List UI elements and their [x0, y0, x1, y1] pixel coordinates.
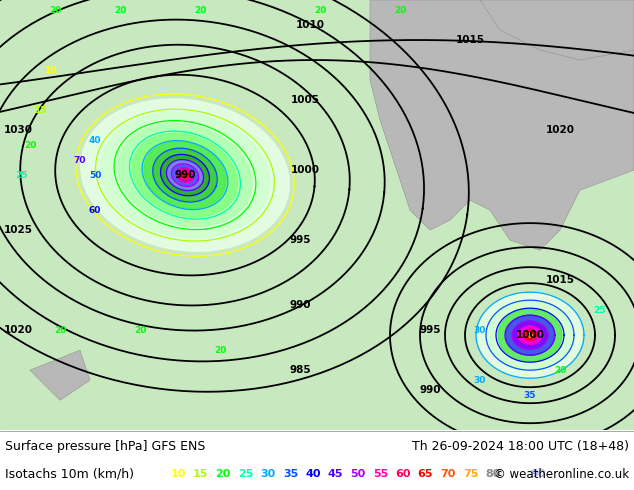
Text: 990: 990	[419, 385, 441, 395]
Text: 995: 995	[419, 325, 441, 335]
Polygon shape	[167, 161, 203, 190]
Text: 30: 30	[474, 376, 486, 385]
Text: 1030: 1030	[4, 125, 32, 135]
Polygon shape	[30, 350, 90, 400]
Text: 25: 25	[238, 469, 253, 479]
Text: 60: 60	[395, 469, 411, 479]
Text: 50: 50	[89, 171, 101, 180]
Polygon shape	[526, 331, 534, 339]
Text: 1015: 1015	[545, 275, 574, 285]
Text: 990: 990	[289, 300, 311, 310]
Polygon shape	[478, 293, 582, 377]
Text: 75: 75	[463, 469, 478, 479]
Text: 25: 25	[16, 171, 29, 180]
Text: 20: 20	[24, 141, 36, 149]
Text: 55: 55	[373, 469, 388, 479]
Polygon shape	[506, 315, 554, 355]
Text: 1020: 1020	[545, 125, 574, 135]
Text: 25: 25	[594, 306, 606, 315]
Polygon shape	[480, 0, 634, 60]
Text: 20: 20	[314, 5, 326, 15]
Text: 1015: 1015	[455, 35, 484, 45]
Text: 30: 30	[261, 469, 276, 479]
Polygon shape	[498, 309, 562, 361]
Text: 35: 35	[283, 469, 298, 479]
Text: 990: 990	[174, 170, 196, 180]
Text: Surface pressure [hPa] GFS ENS: Surface pressure [hPa] GFS ENS	[5, 440, 205, 453]
Text: 20: 20	[554, 366, 566, 375]
Text: Isotachs 10m (km/h): Isotachs 10m (km/h)	[5, 467, 134, 481]
Text: 30: 30	[474, 326, 486, 335]
Polygon shape	[81, 99, 289, 251]
Polygon shape	[370, 0, 634, 250]
Text: 1010: 1010	[295, 20, 325, 30]
Polygon shape	[133, 133, 238, 217]
Text: 85: 85	[508, 469, 523, 479]
Text: 90: 90	[530, 469, 546, 479]
Text: 1000: 1000	[290, 165, 320, 175]
Text: 1020: 1020	[4, 325, 32, 335]
Text: 985: 985	[289, 365, 311, 375]
Text: 20: 20	[114, 5, 126, 15]
Polygon shape	[181, 172, 189, 178]
Text: 15: 15	[34, 105, 46, 115]
Polygon shape	[519, 326, 541, 344]
Polygon shape	[144, 142, 226, 208]
Text: 70: 70	[74, 156, 86, 165]
Polygon shape	[528, 333, 532, 337]
Text: 20: 20	[216, 469, 231, 479]
Text: 40: 40	[89, 136, 101, 145]
Text: © weatheronline.co.uk: © weatheronline.co.uk	[494, 467, 629, 481]
Text: 1005: 1005	[290, 95, 320, 105]
Text: 10: 10	[44, 66, 56, 74]
Text: 65: 65	[418, 469, 433, 479]
Text: 60: 60	[89, 206, 101, 215]
Text: 1025: 1025	[4, 225, 32, 235]
Polygon shape	[118, 123, 252, 226]
Text: 20: 20	[134, 326, 146, 335]
Text: 35: 35	[524, 391, 536, 400]
Text: 10: 10	[171, 469, 186, 479]
Polygon shape	[179, 170, 191, 180]
Text: 20: 20	[394, 5, 406, 15]
Text: 15: 15	[193, 469, 208, 479]
Text: 995: 995	[289, 235, 311, 245]
Text: 80: 80	[485, 469, 501, 479]
Text: 20: 20	[214, 345, 226, 355]
Polygon shape	[523, 329, 537, 341]
Polygon shape	[488, 301, 572, 369]
Polygon shape	[153, 149, 216, 201]
Polygon shape	[172, 165, 198, 186]
Polygon shape	[176, 168, 194, 182]
Polygon shape	[513, 321, 547, 349]
Text: 50: 50	[351, 469, 366, 479]
Text: 20: 20	[49, 5, 61, 15]
Text: 20: 20	[54, 326, 66, 335]
Text: 40: 40	[305, 469, 321, 479]
Polygon shape	[183, 173, 187, 177]
Polygon shape	[101, 112, 269, 238]
Text: 45: 45	[328, 469, 343, 479]
Polygon shape	[162, 155, 209, 195]
Text: 1000: 1000	[515, 330, 545, 340]
Text: Th 26-09-2024 18:00 UTC (18+48): Th 26-09-2024 18:00 UTC (18+48)	[412, 440, 629, 453]
Text: 20: 20	[194, 5, 206, 15]
Text: 70: 70	[440, 469, 456, 479]
